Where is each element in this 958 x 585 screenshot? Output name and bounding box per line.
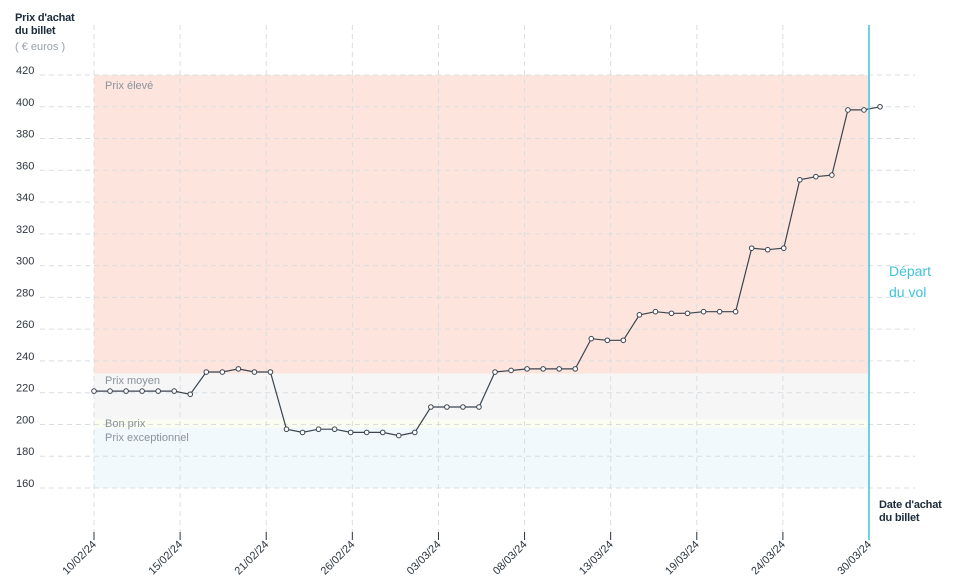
price-point — [652, 308, 659, 315]
price-point — [123, 388, 129, 394]
price-band-0 — [94, 75, 869, 374]
price-point — [796, 177, 803, 183]
price-point — [107, 388, 113, 394]
price-point — [540, 366, 546, 372]
x-tick-label: 19/03/24 — [663, 539, 702, 578]
price-point — [139, 388, 145, 394]
x-tick-label: 03/03/24 — [405, 539, 444, 578]
band-label-exceptional: Prix exceptionnel — [105, 432, 189, 444]
x-tick-labels: 10/02/24 15/02/24 21/02/24 26/02/24 03/03/24… — [60, 539, 874, 578]
price-point — [764, 246, 771, 253]
price-point — [251, 369, 258, 375]
x-tick-label: 26/02/24 — [319, 539, 358, 578]
band-label-average: Prix moyen — [105, 375, 161, 387]
price-band-3 — [94, 427, 869, 488]
y-tick-label: 400 — [16, 97, 34, 109]
y-tick-label: 360 — [16, 160, 34, 172]
price-point — [171, 388, 178, 394]
y-tick-label: 260 — [16, 319, 34, 331]
price-point — [283, 426, 290, 433]
price-point — [748, 245, 755, 251]
price-band-2 — [94, 419, 869, 428]
x-axis-title: Date d'achat du billet — [879, 499, 942, 525]
departure-label-line2: du vol — [889, 284, 927, 300]
price-bands — [94, 75, 869, 488]
y-tick-label: 220 — [16, 383, 34, 395]
price-point — [684, 310, 691, 317]
price-point — [861, 107, 867, 113]
price-point — [155, 388, 161, 394]
x-tick-label: 10/02/24 — [60, 539, 99, 578]
y-axis-title-line1: Prix d'achat — [15, 12, 75, 24]
x-tick-label: 24/03/24 — [749, 539, 788, 578]
departure-label: Départ du vol — [889, 261, 931, 303]
x-tick-label: 30/03/24 — [835, 539, 874, 578]
price-point — [813, 173, 819, 180]
price-point — [203, 369, 210, 375]
y-tick-label: 200 — [16, 414, 34, 426]
price-point — [556, 366, 562, 372]
price-point — [428, 404, 434, 410]
price-point — [732, 308, 739, 315]
price-point — [331, 426, 338, 433]
price-point — [845, 107, 851, 113]
price-point — [700, 308, 707, 315]
x-axis-title-line1: Date d'achat — [879, 499, 942, 511]
price-point — [620, 337, 627, 344]
x-tick-label: 08/03/24 — [491, 539, 530, 578]
price-point — [460, 404, 466, 410]
price-point — [492, 369, 498, 375]
y-axis-title: Prix d'achat du billet — [15, 12, 75, 38]
y-tick-label: 280 — [16, 287, 34, 299]
departure-label-line1: Départ — [889, 263, 932, 279]
price-point — [588, 335, 595, 342]
y-tick-label: 340 — [16, 192, 34, 204]
price-band-1 — [94, 373, 869, 420]
price-point — [91, 388, 97, 394]
price-series — [91, 103, 883, 439]
y-tick-labels: 160 180 200 220 240 260 280 300 320 340 360 380 400 4… — [16, 65, 34, 490]
x-tick-label: 21/02/24 — [233, 539, 272, 578]
price-point — [524, 366, 530, 372]
price-point — [508, 367, 514, 374]
price-point — [877, 103, 883, 110]
price-point — [363, 429, 370, 436]
x-axis-title-line2: du billet — [879, 512, 920, 524]
price-point — [315, 426, 322, 433]
y-axis-unit: ( € euros ) — [15, 41, 66, 53]
band-label-high: Prix élevé — [105, 80, 154, 92]
price-point — [235, 366, 242, 372]
y-tick-label: 160 — [16, 478, 34, 490]
y-tick-label: 180 — [16, 446, 34, 458]
y-tick-label: 320 — [16, 224, 34, 236]
price-point — [299, 429, 306, 436]
price-point — [347, 429, 354, 436]
y-tick-label: 240 — [16, 351, 34, 363]
price-point — [395, 432, 402, 439]
y-axis-title-line2: du billet — [15, 25, 56, 37]
price-point — [829, 172, 835, 178]
price-point — [636, 312, 643, 318]
grid-lines — [40, 25, 915, 540]
price-point — [412, 429, 418, 436]
x-tick-label: 13/03/24 — [577, 539, 616, 578]
price-point — [716, 308, 723, 315]
price-point — [187, 391, 194, 398]
y-tick-label: 300 — [16, 256, 34, 268]
price-point — [572, 366, 579, 372]
price-point — [267, 369, 274, 375]
band-label-good: Bon prix — [105, 418, 146, 430]
price-point — [476, 404, 482, 410]
price-point — [780, 245, 787, 251]
price-point — [668, 310, 675, 317]
price-point — [219, 369, 226, 375]
y-tick-label: 420 — [16, 65, 34, 77]
price-point — [444, 404, 450, 410]
price-point — [379, 429, 386, 436]
price-point — [604, 337, 611, 344]
x-tick-label: 15/02/24 — [146, 539, 185, 578]
y-tick-label: 380 — [16, 129, 34, 141]
